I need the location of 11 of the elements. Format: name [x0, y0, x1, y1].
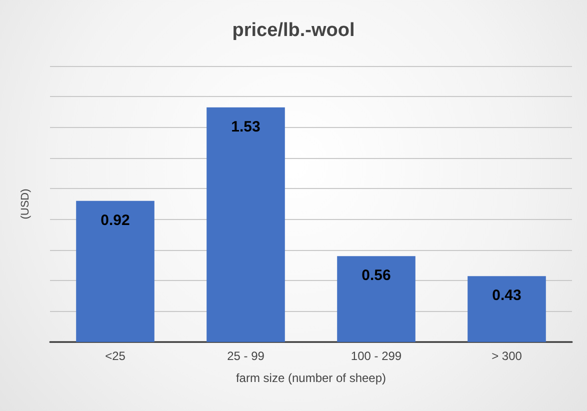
data-label: 0.43	[492, 287, 522, 304]
x-tick-label: <25	[105, 349, 126, 363]
x-axis-title: farm size (number of sheep)	[236, 371, 386, 385]
y-axis-title: (USD)	[20, 188, 32, 220]
chart-title: price/lb.-wool	[232, 20, 355, 41]
data-label: 0.56	[362, 267, 391, 284]
x-tick-label: > 300	[492, 349, 522, 363]
x-tick-label: 100 - 299	[350, 349, 402, 363]
data-label: 0.92	[100, 212, 130, 229]
x-tick-label: 25 - 99	[227, 349, 265, 363]
data-label: 1.53	[231, 118, 260, 136]
